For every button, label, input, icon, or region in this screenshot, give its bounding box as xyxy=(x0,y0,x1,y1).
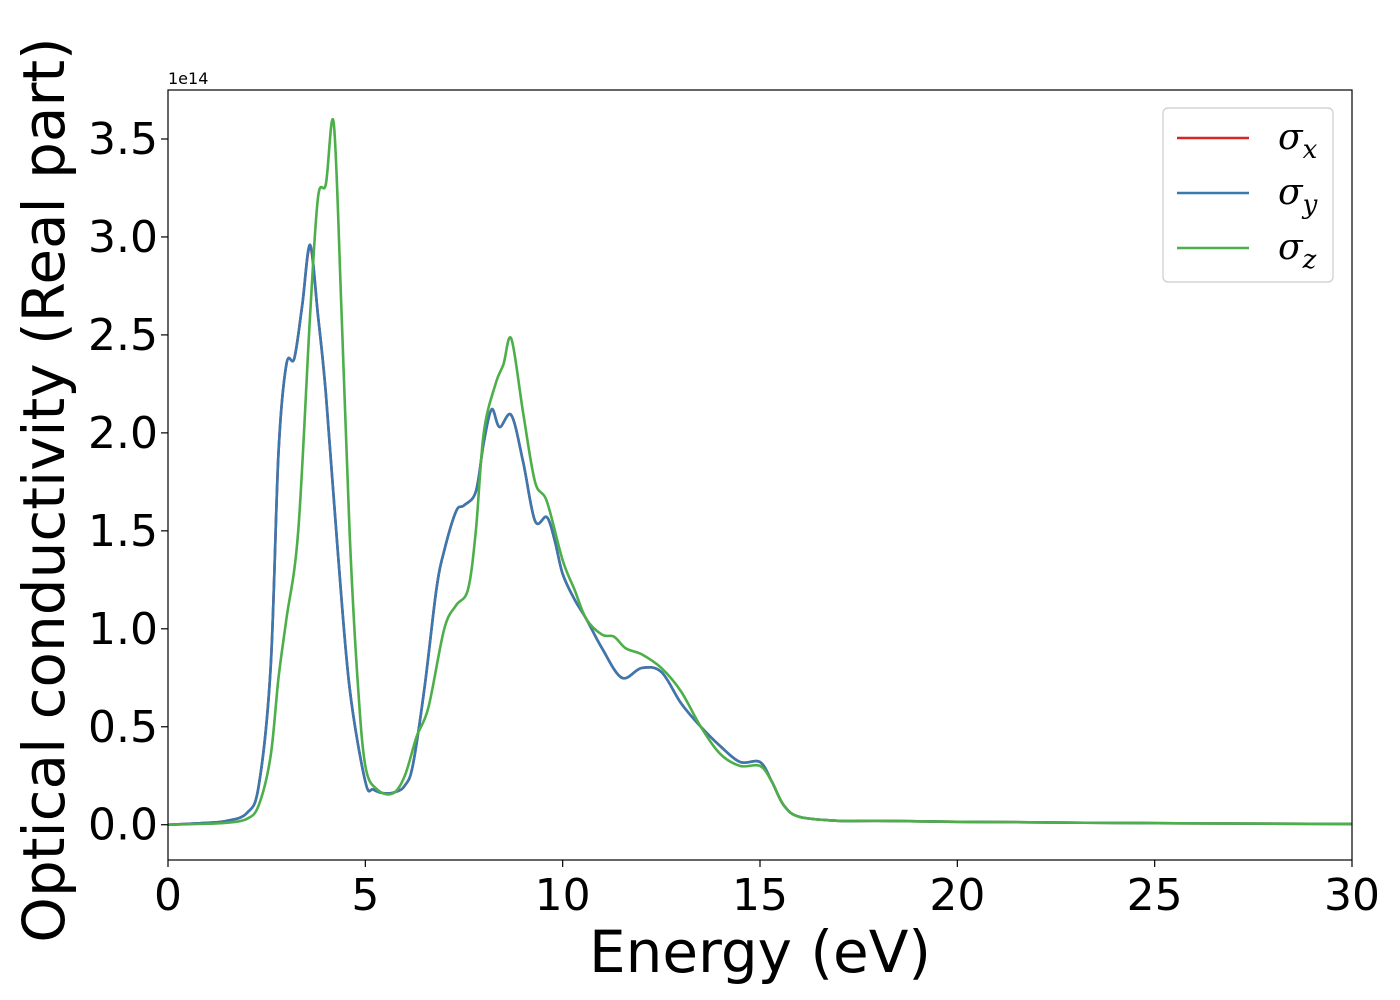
y-axis-title: Optical conductivity (Real part) xyxy=(10,37,78,942)
ticks-layer: 0 5 10 15 20 25 30 0.0 0.5 1.0 1.5 2.0 2.5 3.0 3.5 xyxy=(88,114,1380,921)
x-tick-label: 15 xyxy=(732,870,788,921)
y-tick-label: 0.5 xyxy=(88,702,158,753)
legend-label-z: σz xyxy=(1278,227,1317,275)
y-offset-text: 1e14 xyxy=(168,69,208,88)
y-tick-label: 1.0 xyxy=(88,604,158,655)
x-tick-label: 25 xyxy=(1127,870,1183,921)
y-tick-label: 2.5 xyxy=(88,310,158,361)
x-tick-label: 0 xyxy=(154,870,182,921)
legend: σx σy σz xyxy=(1162,107,1334,283)
legend-label-y: σy xyxy=(1278,172,1318,220)
y-tick-label: 0.0 xyxy=(88,800,158,851)
y-tick-label: 3.0 xyxy=(88,212,158,263)
x-axis-title: Energy (eV) xyxy=(589,918,931,986)
legend-box xyxy=(1162,107,1334,283)
x-tick-label: 20 xyxy=(929,870,985,921)
series-line-y xyxy=(167,243,1353,827)
legend-label-x: σx xyxy=(1278,117,1318,165)
x-tick-label: 5 xyxy=(351,870,379,921)
y-tick-label: 1.5 xyxy=(88,506,158,557)
series-layer xyxy=(167,118,1353,827)
x-tick-label: 30 xyxy=(1324,870,1380,921)
y-tick-label: 2.0 xyxy=(88,408,158,459)
x-tick-label: 10 xyxy=(535,870,591,921)
series-line-z xyxy=(167,118,1353,827)
y-tick-label: 3.5 xyxy=(88,114,158,165)
